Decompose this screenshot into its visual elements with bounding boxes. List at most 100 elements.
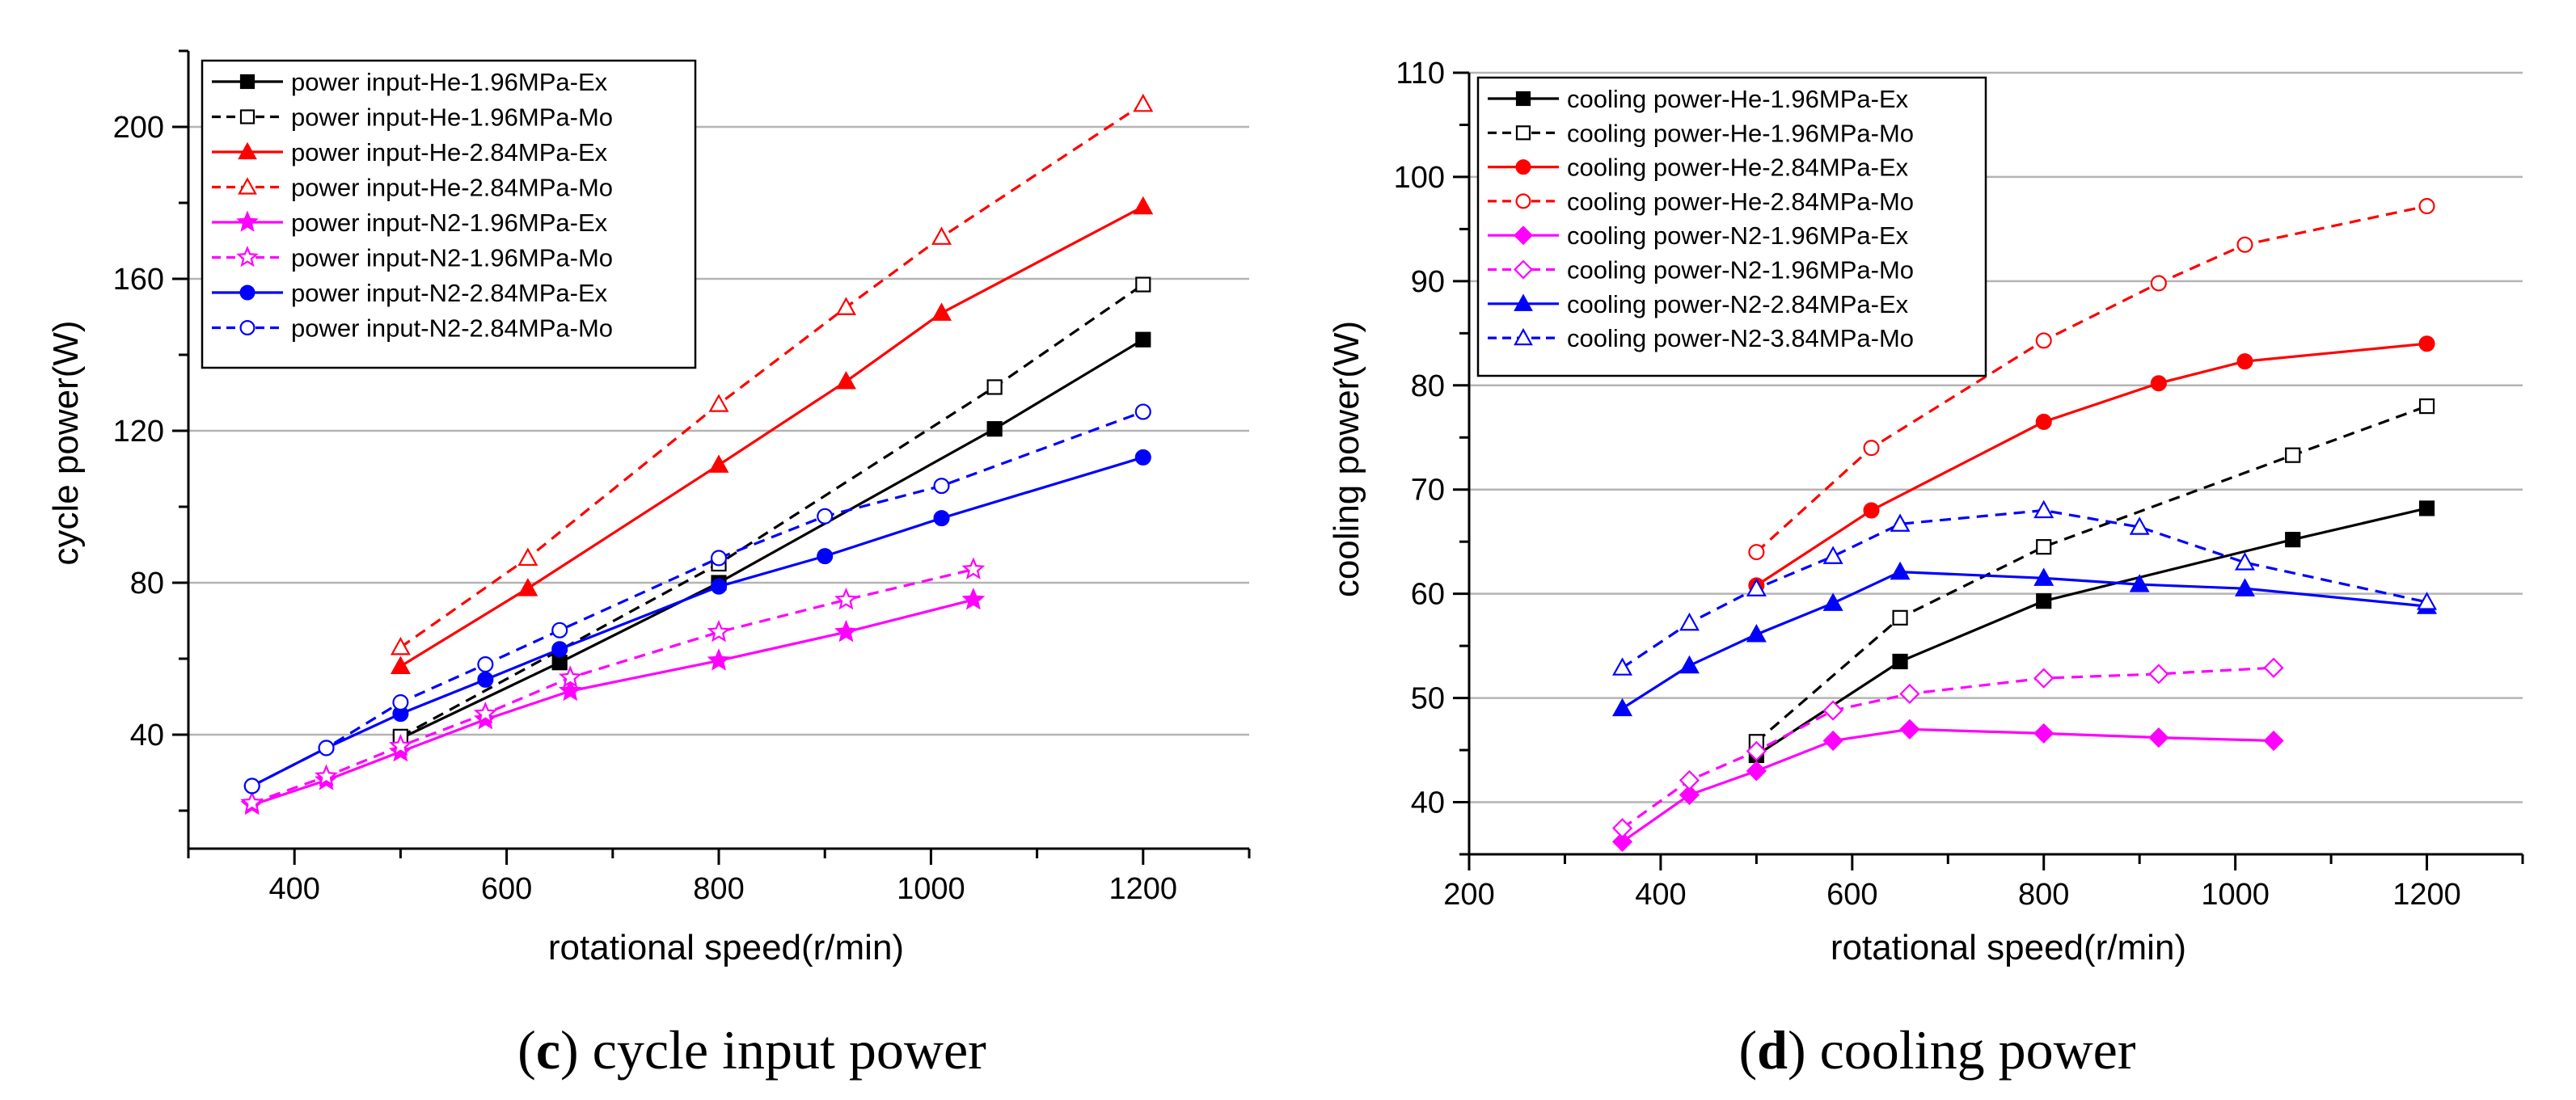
- legend-item: power input-He-2.84MPa-Ex: [212, 138, 608, 166]
- series-line: [399, 205, 1144, 668]
- data-point: [1822, 546, 1843, 564]
- series-line: [399, 283, 1144, 738]
- data-point: [551, 622, 568, 639]
- data-point: [2285, 447, 2301, 463]
- y-axis-title: cooling power(W): [1327, 321, 1366, 597]
- x-tick-label: 1200: [2392, 878, 2461, 912]
- data-point: [243, 778, 260, 794]
- data-point: [1611, 818, 1633, 839]
- x-tick-label: 400: [1635, 878, 1686, 912]
- legend-marker: [1514, 327, 1533, 346]
- legend-label: power input-N2-1.96MPa-Mo: [291, 244, 613, 272]
- data-point: [1135, 331, 1151, 348]
- legend-item: power input-N2-2.84MPa-Mo: [212, 314, 613, 343]
- data-point: [1822, 700, 1843, 721]
- data-point: [2033, 723, 2054, 744]
- data-point: [2418, 398, 2435, 415]
- data-point: [2150, 375, 2167, 392]
- legend-label: cooling power-He-1.96MPa-Mo: [1567, 119, 1914, 147]
- data-point: [2418, 500, 2435, 516]
- data-point: [817, 508, 834, 525]
- data-point: [2263, 730, 2284, 752]
- data-point: [834, 587, 858, 610]
- legend-marker: [1514, 259, 1533, 280]
- x-tick-label: 1000: [2201, 878, 2270, 912]
- chart-panel-cycle-input-power: 400 600 800 1000 1200 40 80 120 160 200 rotationa…: [46, 49, 1251, 1081]
- legend-marker: [1515, 125, 1531, 141]
- y-tick-label: 70: [1411, 474, 1445, 508]
- data-point: [1899, 683, 1920, 705]
- data-point: [240, 790, 264, 813]
- legend-label: power input-He-2.84MPa-Mo: [291, 174, 613, 202]
- y-tick-label: 60: [1411, 578, 1445, 612]
- data-point: [2236, 353, 2253, 370]
- legend-item: cooling power-N2-1.96MPa-Mo: [1488, 256, 1914, 284]
- data-point: [1134, 403, 1151, 420]
- legend-item: power input-He-1.96MPa-Mo: [212, 103, 613, 132]
- data-point: [1612, 657, 1633, 676]
- data-point: [1892, 653, 1908, 670]
- data-point: [1679, 612, 1700, 631]
- legend-item: power input-He-1.96MPa-Ex: [212, 68, 608, 96]
- data-point: [318, 740, 335, 757]
- legend-marker: [238, 141, 257, 160]
- data-point: [477, 671, 494, 688]
- x-tick-label: 800: [2018, 878, 2069, 912]
- legend-label: power input-He-1.96MPa-Mo: [291, 103, 613, 132]
- data-point: [708, 394, 729, 412]
- data-point: [517, 578, 538, 596]
- legend-item: cooling power-N2-1.96MPa-Ex: [1488, 221, 1909, 250]
- chart-panel-cooling-power: 200 400 600 800 1000 1200 40 50 60 70 80 90 100 110 r…: [1327, 57, 2524, 1081]
- legend-item: cooling power-N2-3.84MPa-Mo: [1488, 324, 1914, 352]
- data-point: [933, 478, 950, 495]
- data-point: [931, 302, 952, 321]
- legend-label: cooling power-He-2.84MPa-Ex: [1567, 154, 1909, 182]
- legend-marker: [236, 210, 259, 232]
- data-point: [2036, 539, 2052, 555]
- data-point: [1611, 831, 1633, 853]
- data-point: [1134, 449, 1151, 466]
- data-point: [2035, 332, 2052, 349]
- legend-label: power input-He-2.84MPa-Ex: [291, 138, 608, 166]
- y-tick-label: 160: [113, 263, 164, 297]
- data-point: [1822, 730, 1843, 752]
- series-cooling power-N2-1.96MPa-Mo: [1611, 657, 2284, 839]
- legend-marker: [1514, 293, 1533, 311]
- y-tick-label: 110: [1396, 57, 1445, 91]
- data-point: [817, 548, 834, 565]
- data-point: [986, 421, 1003, 437]
- data-point: [1612, 698, 1633, 717]
- legend-item: cooling power-He-2.84MPa-Ex: [1488, 154, 1909, 182]
- legend-item: cooling power-N2-2.84MPa-Ex: [1488, 290, 1909, 318]
- data-point: [834, 619, 858, 643]
- y-tick-label: 120: [113, 415, 164, 449]
- series-power input-He-2.84MPa-Ex: [390, 196, 1154, 675]
- legend-label: cooling power-N2-3.84MPa-Mo: [1567, 324, 1914, 352]
- legend-label: power input-He-1.96MPa-Ex: [291, 68, 608, 96]
- data-point: [835, 297, 856, 315]
- y-tick-label: 50: [1411, 682, 1445, 716]
- y-axis-title: cycle power(W): [46, 320, 86, 565]
- data-point: [2263, 657, 2284, 678]
- series-line: [1621, 727, 2274, 843]
- y-tick-label: 40: [1411, 786, 1445, 820]
- series-line: [251, 598, 974, 807]
- legend-marker: [1515, 159, 1531, 175]
- series-power input-N2-1.96MPa-Mo: [240, 557, 986, 813]
- data-point: [1863, 440, 1880, 457]
- series-line: [1755, 342, 2427, 587]
- data-point: [2234, 578, 2255, 596]
- data-point: [1135, 276, 1151, 293]
- data-point: [2285, 532, 2301, 548]
- x-tick-label: 1200: [1109, 872, 1178, 906]
- series-line: [1621, 666, 2274, 830]
- data-point: [392, 694, 409, 711]
- data-point: [551, 641, 568, 658]
- legend-item: power input-N2-1.96MPa-Mo: [212, 244, 613, 272]
- series-power input-N2-2.84MPa-Mo: [243, 403, 1151, 794]
- legend-marker: [238, 177, 257, 195]
- data-point: [2418, 335, 2435, 352]
- data-point: [517, 547, 538, 567]
- legend-marker: [239, 109, 255, 124]
- x-axis-title: rotational speed(r/min): [548, 928, 904, 967]
